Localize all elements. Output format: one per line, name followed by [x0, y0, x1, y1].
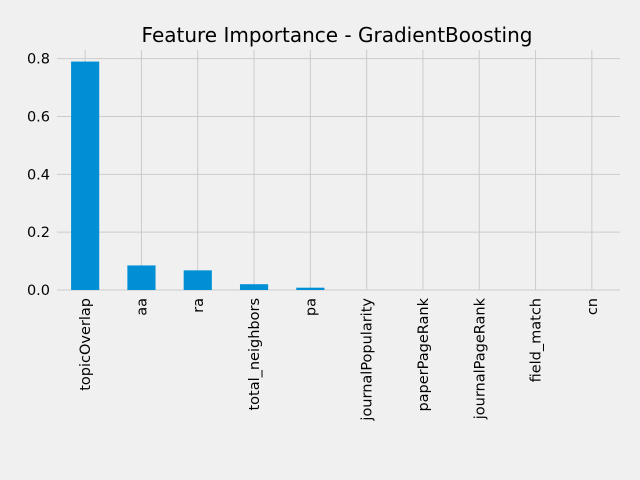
x-tick-label: total_neighbors: [247, 298, 263, 411]
x-tick-label: cn: [585, 298, 601, 315]
x-tick-label: aa: [134, 298, 150, 316]
bar-topicOverlap: [71, 61, 100, 290]
grid-lines: [57, 50, 620, 291]
x-tick-label: paperPageRank: [416, 297, 432, 411]
x-tick-label: journalPageRank: [472, 297, 488, 420]
x-tick-label: topicOverlap: [78, 298, 94, 391]
bar-pa: [296, 287, 325, 290]
y-axis-tick-labels: 0.0 0.2 0.4 0.6 0.8: [27, 52, 50, 299]
bars: [71, 61, 325, 290]
y-tick-label: 0.6: [27, 110, 50, 126]
bar-total_neighbors: [239, 284, 269, 290]
bar-aa: [127, 265, 156, 290]
x-tick-label: ra: [191, 298, 207, 313]
y-tick-label: 0.2: [27, 225, 50, 241]
chart-title: Feature Importance - GradientBoosting: [142, 23, 533, 47]
x-tick-label: field_match: [529, 298, 545, 382]
x-tick-label: journalPopularity: [360, 298, 376, 422]
y-tick-label: 0.0: [27, 283, 50, 299]
y-tick-label: 0.8: [27, 52, 50, 68]
bar-ra: [183, 270, 212, 290]
x-tick-label: pa: [303, 298, 319, 316]
y-tick-label: 0.4: [27, 167, 50, 183]
x-axis-tick-labels: topicOverlap aa ra total_neighbors pa journal…: [78, 297, 601, 421]
